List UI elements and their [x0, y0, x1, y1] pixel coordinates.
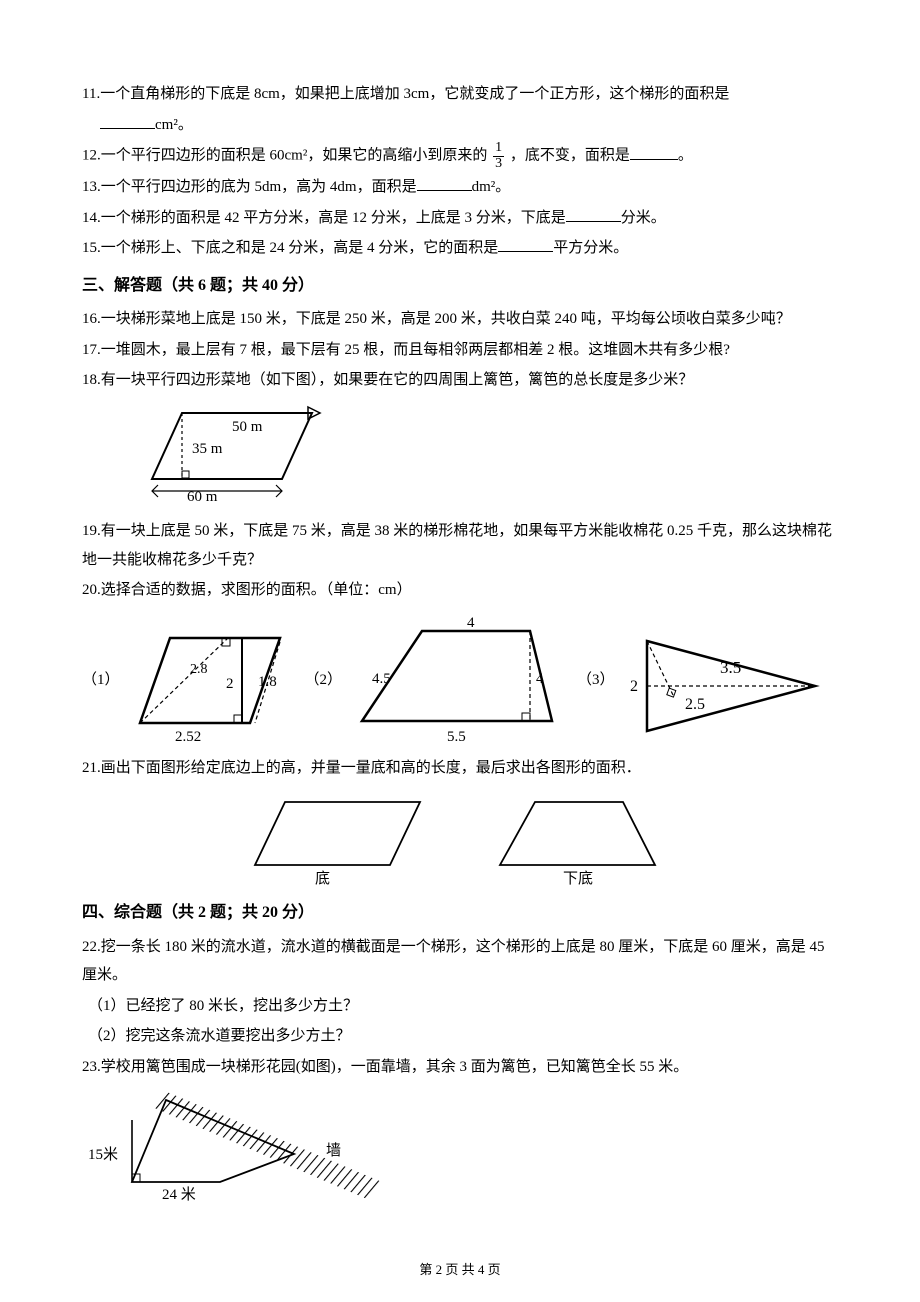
q13-blank[interactable]: [417, 176, 472, 191]
section-4-heading: 四、综合题（共 2 题；共 20 分）: [82, 898, 838, 928]
figure-21-row: 底 下底: [82, 790, 838, 890]
question-22-2: （2）挖完这条流水道要挖出多少方土？: [82, 1022, 838, 1051]
question-19: 19.有一块上底是 50 米，下底是 75 米，高是 38 米的梯形棉花地，如果…: [82, 517, 838, 574]
fig20-1-b: 2: [226, 676, 234, 692]
fig20-1-c: 1.8: [258, 674, 277, 690]
fig21-1-label: 底: [315, 870, 330, 887]
fig20-2-top: 4: [467, 615, 475, 631]
q15-prefix: 15.一个梯形上、下底之和是 24 分米，高是 4 分米，它的面积是: [82, 240, 498, 256]
q13-suffix: dm²。: [472, 179, 511, 195]
fig20-2-left: 4.5: [372, 671, 391, 687]
figure-20-2: 4 4.5 4 5.5: [352, 613, 567, 748]
figure-20-3: 2 3.5 2.5: [625, 623, 825, 748]
question-11-cont: cm²。: [82, 111, 838, 140]
question-11: 11.一个直角梯形的下底是 8cm，如果把上底增加 3cm，它就变成了一个正方形…: [82, 80, 838, 109]
figure-21-2: 下底: [485, 790, 675, 890]
figure-23-svg: 15米 24 米 墙: [82, 1087, 382, 1207]
question-17: 17.一堆圆木，最上层有 7 根，最下层有 25 根，而且每相邻两层都相差 2 …: [82, 336, 838, 365]
fig20-2-bottom: 5.5: [447, 729, 466, 745]
fig20-2-right: 4: [536, 671, 544, 687]
q13-prefix: 13.一个平行四边形的底为 5dm，高为 4dm，面积是: [82, 179, 417, 195]
q14-prefix: 14.一个梯形的面积是 42 平方分米，高是 12 分米，上底是 3 分米，下底…: [82, 210, 566, 226]
question-22: 22.挖一条长 180 米的流水道，流水道的横截面是一个梯形，这个梯形的上底是 …: [82, 933, 838, 990]
figure-20-row: （1） 2.8 2 1.8 2.52 （2） 4 4.5 4 5.5 （3） 2…: [82, 613, 838, 748]
q12-prefix: 12.一个平行四边形的面积是 60cm²，如果它的高缩小到原来的: [82, 148, 487, 164]
question-15: 15.一个梯形上、下底之和是 24 分米，高是 4 分米，它的面积是 平方分米。: [82, 234, 838, 263]
q11-suffix: cm²。: [155, 117, 193, 133]
fig20-3-left: 2: [630, 678, 638, 695]
question-14: 14.一个梯形的面积是 42 平方分米，高是 12 分米，上底是 3 分米，下底…: [82, 204, 838, 233]
fig20-1-base: 2.52: [175, 729, 201, 745]
question-18: 18.有一块平行四边形菜地（如下图），如果要在它的四周围上篱笆，篱笆的总长度是多…: [82, 366, 838, 395]
fig18-top: 50 m: [232, 419, 263, 435]
frac-denominator: 3: [493, 157, 504, 172]
question-16: 16.一块梯形菜地上底是 150 米，下底是 250 米，高是 200 米，共收…: [82, 305, 838, 334]
question-22-1: （1）已经挖了 80 米长，挖出多少方土？: [82, 992, 838, 1021]
section-3-heading: 三、解答题（共 6 题；共 40 分）: [82, 271, 838, 301]
figure-18: 50 m 35 m 60 m: [142, 401, 838, 512]
frac-numerator: 1: [493, 141, 504, 157]
figure-18-svg: 50 m 35 m 60 m: [142, 401, 332, 501]
fig23-b: 24 米: [162, 1186, 196, 1203]
fig21-2-label: 下底: [563, 870, 593, 887]
figure-20-1: 2.8 2 1.8 2.52: [130, 618, 295, 748]
question-12: 12.一个平行四边形的面积是 60cm²，如果它的高缩小到原来的 1 3 ，底不…: [82, 141, 838, 171]
question-23: 23.学校用篱笆围成一块梯形花园(如图)，一面靠墙，其余 3 面为篱笆，已知篱笆…: [82, 1053, 838, 1082]
fig20-1-label: （1）: [82, 666, 120, 695]
q15-suffix: 平方分米。: [553, 240, 628, 256]
question-20: 20.选择合适的数据，求图形的面积。（单位：cm）: [82, 576, 838, 605]
q12-fraction: 1 3: [493, 141, 504, 171]
question-13: 13.一个平行四边形的底为 5dm，高为 4dm，面积是 dm²。: [82, 173, 838, 202]
fig23-h: 15米: [88, 1146, 118, 1163]
q12-suffix: 。: [678, 148, 693, 164]
figure-23: 15米 24 米 墙: [82, 1087, 838, 1218]
fig18-bottom: 60 m: [187, 489, 218, 501]
question-21: 21.画出下面图形给定底边上的高，并量一量底和高的长度，最后求出各图形的面积．: [82, 754, 838, 783]
fig23-wall: 墙: [326, 1142, 341, 1159]
q11-blank[interactable]: [100, 114, 155, 129]
q14-blank[interactable]: [566, 207, 621, 222]
q12-blank[interactable]: [630, 145, 678, 160]
fig18-height: 35 m: [192, 441, 223, 457]
fig20-1-a: 2.8: [190, 662, 208, 677]
fig20-2-label: （2）: [305, 666, 343, 695]
q14-suffix: 分米。: [621, 210, 666, 226]
q11-prefix: 11.一个直角梯形的下底是 8cm，如果把上底增加 3cm，它就变成了一个正方形…: [82, 86, 729, 102]
q12-mid: ，底不变，面积是: [510, 148, 630, 164]
fig20-3-label: （3）: [577, 666, 615, 695]
page-footer: 第 2 页 共 4 页: [82, 1258, 838, 1283]
figure-21-1: 底: [245, 790, 435, 890]
q15-blank[interactable]: [498, 237, 553, 252]
fig20-3-bottom: 2.5: [685, 696, 705, 713]
fig20-3-top: 3.5: [720, 658, 741, 677]
